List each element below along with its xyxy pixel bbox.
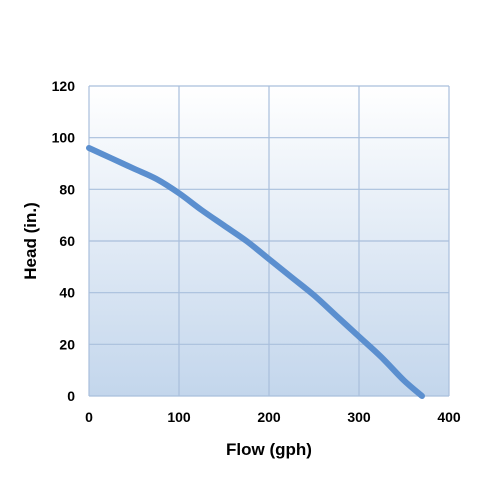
y-tick-label: 80 — [59, 181, 75, 197]
x-axis-ticks: 0 100 200 300 400 — [85, 409, 461, 425]
y-tick-label: 40 — [59, 285, 75, 301]
series-line — [86, 145, 425, 399]
x-axis-title: Flow (gph) — [226, 440, 312, 459]
x-tick-label: 0 — [85, 409, 93, 425]
y-tick-label: 0 — [67, 388, 75, 404]
x-tick-label: 200 — [257, 409, 281, 425]
y-axis-ticks: 0 20 40 60 80 100 120 — [52, 78, 76, 404]
grid — [88, 85, 450, 397]
x-tick-label: 300 — [347, 409, 371, 425]
x-tick-label: 100 — [167, 409, 191, 425]
y-tick-label: 120 — [52, 78, 76, 94]
y-axis-title: Head (in.) — [21, 202, 40, 279]
series-layer — [86, 145, 425, 399]
y-tick-label: 60 — [59, 233, 75, 249]
x-tick-label: 400 — [437, 409, 461, 425]
y-tick-label: 100 — [52, 130, 76, 146]
y-tick-label: 20 — [59, 336, 75, 352]
